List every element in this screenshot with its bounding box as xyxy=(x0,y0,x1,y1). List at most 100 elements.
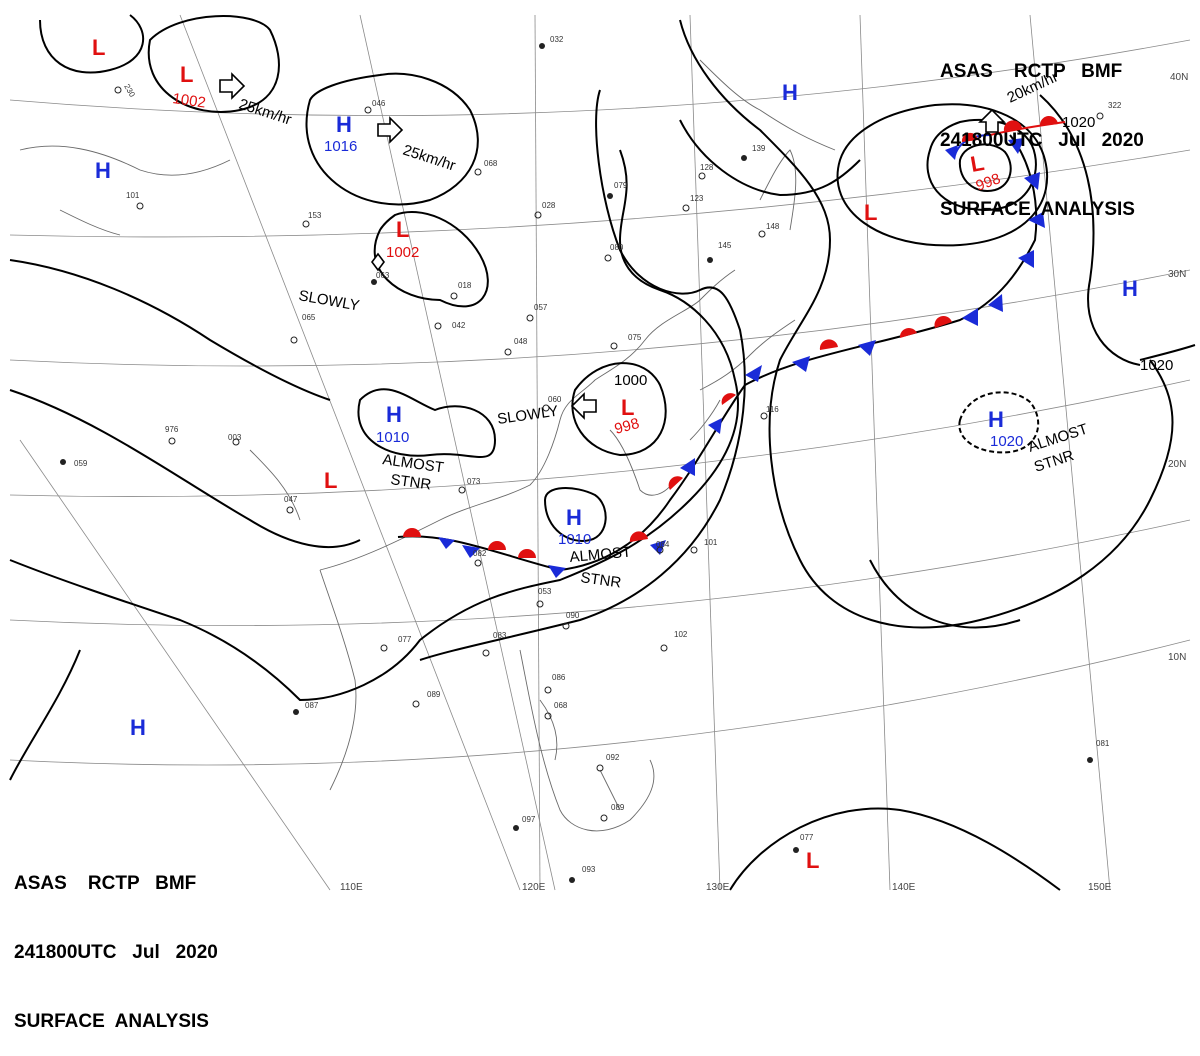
station-plot: 116 xyxy=(760,405,779,420)
almost-stationary-label: STNR xyxy=(389,471,432,494)
longitude-label: 120E xyxy=(522,882,546,893)
station-plot: 139 xyxy=(741,144,766,161)
station-plot: 101 xyxy=(690,538,718,554)
high-symbol: H xyxy=(1122,276,1138,301)
low-symbol: L xyxy=(396,217,409,242)
station-plot: 028 xyxy=(534,201,556,219)
svg-text:053: 053 xyxy=(538,587,552,596)
pressure-systems: L L 1002 H H 1016 L 1002 H 1010 L L 998 … xyxy=(92,35,1138,873)
svg-text:087: 087 xyxy=(305,701,319,710)
svg-text:092: 092 xyxy=(606,753,620,762)
low-symbol: L xyxy=(806,848,819,873)
station-plot: 048 xyxy=(504,337,528,356)
high-pressure-value: 1010 xyxy=(376,429,409,446)
station-plot: 003 xyxy=(228,433,242,446)
slowly-label: SLOWLY xyxy=(297,287,360,314)
station-plot: 059 xyxy=(60,459,88,468)
svg-text:047: 047 xyxy=(284,495,298,504)
svg-text:230: 230 xyxy=(122,83,137,100)
station-plot: 053 xyxy=(536,587,552,608)
station-plot: 153 xyxy=(302,211,322,228)
station-plot: 063 xyxy=(371,271,390,285)
station-plot: 092 xyxy=(596,753,620,772)
longitude-label: 110E xyxy=(340,882,363,893)
svg-text:097: 097 xyxy=(522,815,536,824)
high-pressure-value: 1016 xyxy=(324,138,357,155)
svg-text:145: 145 xyxy=(718,241,732,250)
motion-arrow-icon xyxy=(371,252,385,272)
station-plot: 032 xyxy=(539,35,564,49)
svg-text:080: 080 xyxy=(610,243,624,252)
isobar-label: 1000 xyxy=(614,372,647,389)
station-plot: 077 xyxy=(793,833,814,853)
svg-text:003: 003 xyxy=(228,433,242,442)
svg-text:057: 057 xyxy=(534,303,548,312)
high-symbol: H xyxy=(988,407,1004,432)
longitude-label: 150E xyxy=(1088,882,1112,893)
svg-text:046: 046 xyxy=(372,99,386,108)
coastlines xyxy=(19,59,836,832)
svg-text:032: 032 xyxy=(550,35,564,44)
svg-text:101: 101 xyxy=(704,538,718,547)
high-symbol: H xyxy=(336,112,352,137)
svg-text:139: 139 xyxy=(752,144,766,153)
svg-text:065: 065 xyxy=(302,313,316,322)
station-plot: 089 xyxy=(412,690,441,708)
latitude-grid xyxy=(9,39,1191,766)
station-plot: 073 xyxy=(458,477,481,494)
svg-text:102: 102 xyxy=(674,630,688,639)
station-plot: 089 xyxy=(600,803,625,822)
motion-arrow-icon xyxy=(570,392,597,420)
isobar-label: 1020 xyxy=(1140,357,1173,374)
low-pressure-value: 1002 xyxy=(171,90,206,111)
almost-stationary-label: STNR xyxy=(579,569,622,592)
stationary-front-east xyxy=(745,138,1045,382)
station-plot: 060 xyxy=(542,395,562,412)
low-symbol: L xyxy=(621,395,634,420)
svg-text:048: 048 xyxy=(514,337,528,346)
svg-text:093: 093 xyxy=(582,865,596,874)
latitude-label: 40N xyxy=(1170,72,1188,83)
station-plot: 087 xyxy=(293,701,319,715)
slowly-label: SLOWLY xyxy=(496,403,559,428)
station-plot: 101 xyxy=(126,191,144,210)
high-symbol: H xyxy=(566,505,582,530)
grid-labels: 40N 30N 20N 10N 110E 120E 130E 140E 150E xyxy=(340,72,1188,893)
svg-text:123: 123 xyxy=(690,194,704,203)
station-plot: 230 xyxy=(114,83,137,100)
speed-label: 25km/hr xyxy=(237,96,294,129)
header-line-title: SURFACE ANALYSIS xyxy=(14,1011,209,1032)
chart-header-top: ASAS RCTP BMF 241800UTC Jul 2020 SURFACE… xyxy=(940,14,1144,244)
station-plot: 018 xyxy=(450,281,472,300)
station-plot: 083 xyxy=(482,631,507,657)
station-plot: 086 xyxy=(544,673,566,694)
station-plot: 148 xyxy=(758,222,780,238)
svg-text:128: 128 xyxy=(700,163,714,172)
high-symbol: H xyxy=(95,158,111,183)
station-plot: 081 xyxy=(1087,739,1110,763)
header-line-title: SURFACE ANALYSIS xyxy=(940,199,1135,220)
station-plot: 093 xyxy=(569,865,596,883)
motion-arrows xyxy=(219,72,1006,420)
latitude-label: 30N xyxy=(1168,269,1186,280)
station-plot: 097 xyxy=(513,815,536,831)
almost-stationary-label: ALMOST xyxy=(569,544,632,566)
svg-text:081: 081 xyxy=(1096,739,1110,748)
latitude-label: 20N xyxy=(1168,459,1186,470)
svg-text:116: 116 xyxy=(766,405,779,414)
high-symbol: H xyxy=(386,402,402,427)
longitude-label: 140E xyxy=(892,882,916,893)
station-plot: 077 xyxy=(380,635,412,652)
station-plot: 084 xyxy=(656,540,670,554)
svg-text:042: 042 xyxy=(452,321,466,330)
low-symbol: L xyxy=(864,200,877,225)
svg-text:073: 073 xyxy=(467,477,481,486)
low-pressure-value: 998 xyxy=(613,415,642,438)
svg-text:083: 083 xyxy=(493,631,507,640)
warm-front xyxy=(945,115,1066,160)
svg-text:068: 068 xyxy=(554,701,568,710)
station-plot: 090 xyxy=(562,611,580,630)
high-symbol: H xyxy=(130,715,146,740)
station-plot: 065 xyxy=(290,313,316,344)
svg-text:153: 153 xyxy=(308,211,322,220)
